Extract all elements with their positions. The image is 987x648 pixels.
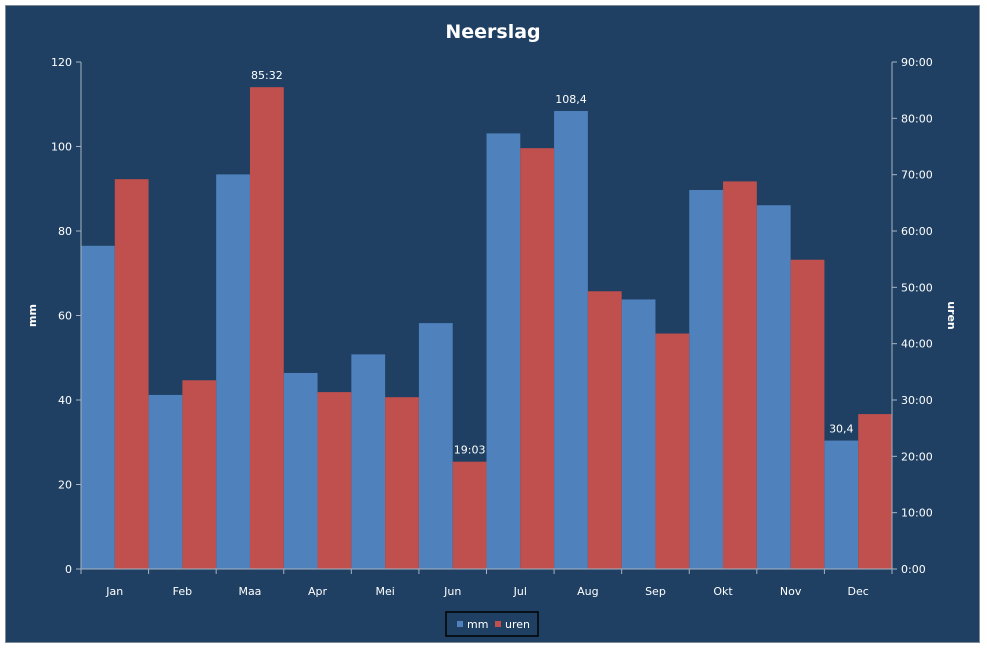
y2-axis-title: uren xyxy=(945,301,958,330)
y-tick-label: 80 xyxy=(58,225,72,238)
bar-uren-Apr xyxy=(317,392,352,569)
y2-tick-label: 90:00 xyxy=(901,56,933,69)
y2-tick-label: 40:00 xyxy=(901,338,933,351)
bar-uren-Mei xyxy=(385,397,419,569)
y2-tick-label: 80:00 xyxy=(901,112,933,125)
y-axis-title: mm xyxy=(26,304,39,327)
bar-uren-Feb xyxy=(182,380,217,569)
bar-mm-Jan xyxy=(81,245,115,569)
legend-swatch-uren xyxy=(495,621,501,627)
bar-mm-Nov xyxy=(756,205,791,570)
x-tick-label: Okt xyxy=(713,585,733,598)
bar-uren-Dec xyxy=(858,414,892,569)
chart-canvas: Neerslag 85:32 19:03 108,4 30,4 0 20 40 60 80 100 1… xyxy=(26,21,958,637)
y2-tick-label: 10:00 xyxy=(901,507,933,520)
bar-mm-Aug xyxy=(554,111,588,569)
bar-uren-Okt xyxy=(723,181,757,569)
bar-uren-Nov xyxy=(790,259,825,569)
x-tick-label: Maa xyxy=(238,585,261,598)
legend-label-mm: mm xyxy=(467,618,488,631)
data-label: 85:32 xyxy=(251,69,283,82)
y2-tick-label: 70:00 xyxy=(901,169,933,182)
bar-uren-Aug xyxy=(587,291,622,569)
chart-frame: Neerslag 85:32 19:03 108,4 30,4 0 20 40 60 80 100 1… xyxy=(5,5,980,643)
bar-mm-Sep xyxy=(621,299,656,569)
x-tick-label: Sep xyxy=(645,585,666,598)
bar-mm-Apr xyxy=(283,372,318,569)
bar-mm-Okt xyxy=(689,190,724,569)
bar-uren-Jul xyxy=(520,148,555,569)
bar-mm-Jun xyxy=(418,323,453,569)
y2-tick-label: 20:00 xyxy=(901,450,933,463)
y-tick-label: 40 xyxy=(58,394,72,407)
data-label: 108,4 xyxy=(555,93,587,106)
legend-label-uren: uren xyxy=(505,618,530,631)
x-tick-label: Jun xyxy=(443,585,461,598)
x-tick-label: Dec xyxy=(848,585,869,598)
x-tick-label: Jul xyxy=(513,585,527,598)
y2-tick-label: 0:00 xyxy=(901,563,926,576)
legend-box xyxy=(445,611,539,637)
bar-uren-Maa xyxy=(249,87,284,569)
y2-tick-label: 50:00 xyxy=(901,281,933,294)
y-tick-label: 20 xyxy=(58,479,72,492)
chart-title: Neerslag xyxy=(445,21,540,43)
bar-mm-Feb xyxy=(148,394,183,569)
bar-mm-Jul xyxy=(486,133,521,569)
x-tick-label: Nov xyxy=(780,585,802,598)
y-tick-label: 0 xyxy=(65,563,72,576)
y-tick-label: 120 xyxy=(51,56,72,69)
y-tick-label: 100 xyxy=(51,141,72,154)
bar-mm-Dec xyxy=(824,440,859,569)
data-label: 30,4 xyxy=(829,423,854,436)
legend-swatch-mm xyxy=(457,621,463,627)
bar-uren-Jun xyxy=(452,461,487,569)
x-tick-label: Feb xyxy=(173,585,192,598)
y2-tick-label: 30:00 xyxy=(901,394,933,407)
bar-uren-Jan xyxy=(114,179,149,569)
bar-mm-Mei xyxy=(351,354,386,569)
y2-tick-label: 60:00 xyxy=(901,225,933,238)
bar-uren-Sep xyxy=(655,333,690,569)
y-tick-label: 60 xyxy=(58,310,72,323)
x-tick-label: Mei xyxy=(375,585,394,598)
data-label: 19:03 xyxy=(454,444,486,457)
x-tick-label: Aug xyxy=(577,585,598,598)
x-tick-label: Apr xyxy=(308,585,328,598)
x-tick-label: Jan xyxy=(105,585,123,598)
bar-mm-Maa xyxy=(216,174,250,569)
